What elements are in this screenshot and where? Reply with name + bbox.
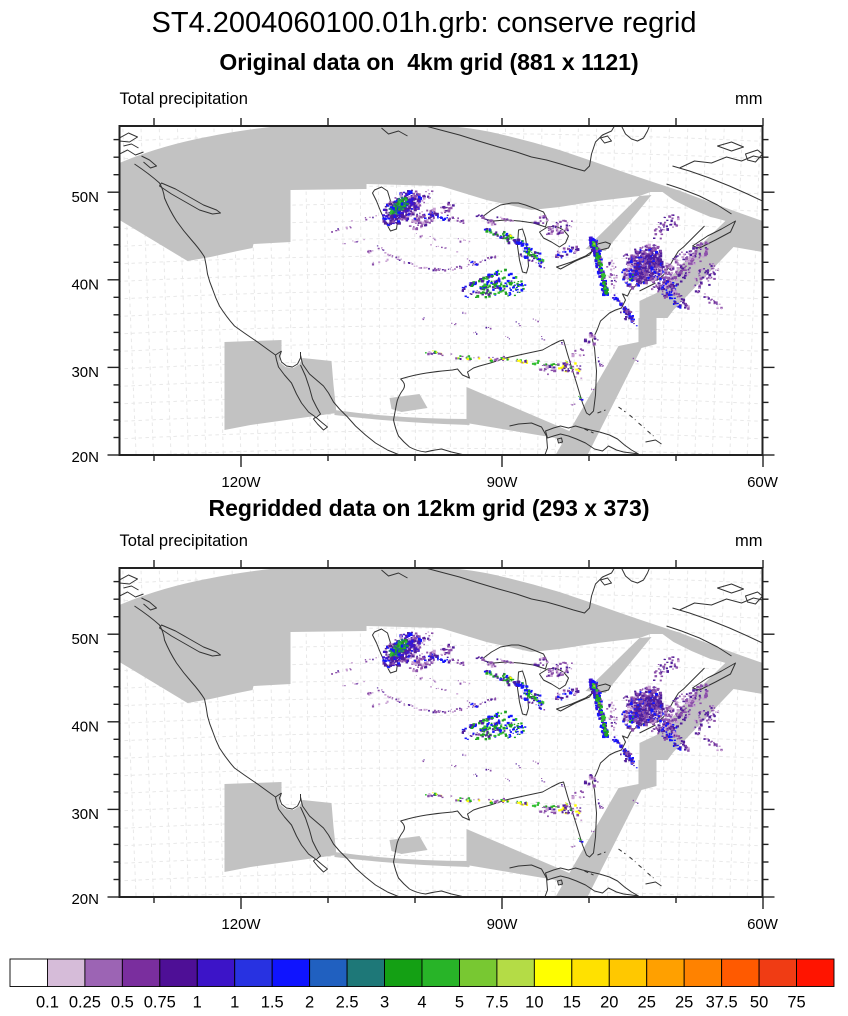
svg-text:Original data on 4km grid (88: Original data on 4km grid (881 x 1121): [219, 49, 638, 75]
svg-text:1: 1: [230, 994, 239, 1012]
svg-text:90W: 90W: [487, 474, 519, 491]
svg-text:90W: 90W: [487, 916, 519, 933]
svg-text:30N: 30N: [71, 806, 99, 823]
svg-text:3: 3: [380, 994, 389, 1012]
svg-text:60W: 60W: [747, 474, 779, 491]
svg-text:50N: 50N: [71, 189, 99, 206]
svg-text:1: 1: [193, 994, 202, 1012]
svg-text:mm: mm: [735, 532, 763, 550]
svg-text:Regridded data on 12km grid (2: Regridded data on 12km grid (293 x 373): [209, 495, 650, 521]
svg-text:7.5: 7.5: [485, 994, 508, 1012]
svg-text:20: 20: [600, 994, 618, 1012]
svg-text:120W: 120W: [221, 916, 261, 933]
svg-text:25: 25: [638, 994, 656, 1012]
svg-text:Total precipitation: Total precipitation: [120, 90, 248, 108]
svg-text:0.5: 0.5: [111, 994, 134, 1012]
svg-text:75: 75: [787, 994, 805, 1012]
svg-text:15: 15: [563, 994, 581, 1012]
svg-text:2: 2: [305, 994, 314, 1012]
svg-text:50N: 50N: [71, 631, 99, 648]
svg-text:0.1: 0.1: [36, 994, 59, 1012]
svg-text:4: 4: [417, 994, 426, 1012]
svg-text:20N: 20N: [71, 891, 99, 908]
svg-text:20N: 20N: [71, 449, 99, 466]
svg-text:1.5: 1.5: [261, 994, 284, 1012]
svg-text:40N: 40N: [71, 277, 99, 294]
svg-text:120W: 120W: [221, 474, 261, 491]
svg-text:40N: 40N: [71, 719, 99, 736]
svg-text:5: 5: [455, 994, 464, 1012]
svg-text:50: 50: [750, 994, 768, 1012]
svg-text:mm: mm: [735, 90, 763, 108]
svg-text:60W: 60W: [747, 916, 779, 933]
svg-text:10: 10: [525, 994, 543, 1012]
svg-text:30N: 30N: [71, 364, 99, 381]
svg-text:37.5: 37.5: [706, 994, 738, 1012]
svg-text:2.5: 2.5: [336, 994, 359, 1012]
svg-text:25: 25: [675, 994, 693, 1012]
svg-text:Total precipitation: Total precipitation: [120, 532, 248, 550]
svg-text:ST4.2004060100.01h.grb: conser: ST4.2004060100.01h.grb: conserve regrid: [152, 7, 697, 39]
svg-text:0.75: 0.75: [144, 994, 176, 1012]
svg-text:0.25: 0.25: [69, 994, 101, 1012]
